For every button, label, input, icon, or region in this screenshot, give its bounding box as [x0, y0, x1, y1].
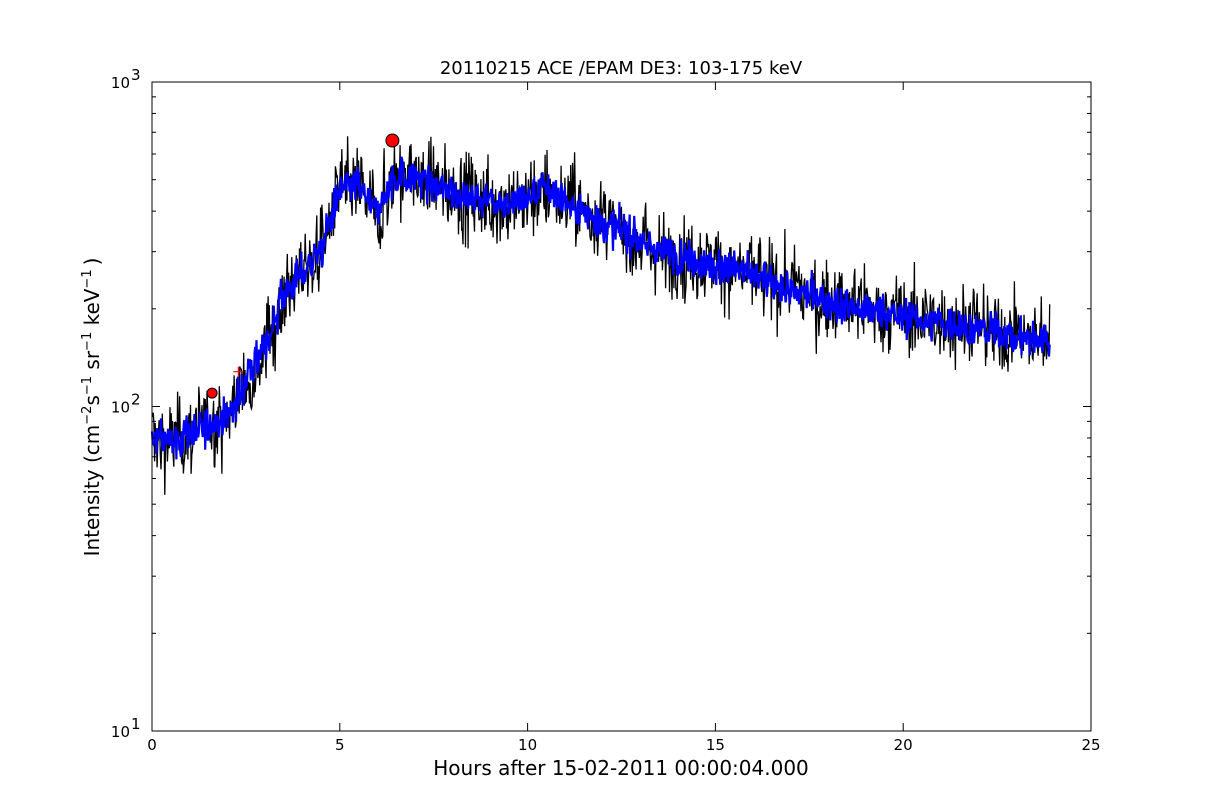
x-tick-label-20: 20: [894, 736, 913, 754]
y-axis-label-sup3: −1: [80, 332, 95, 351]
y-axis-label-mid3: keV: [80, 288, 104, 332]
y-axis-label-sup1: −2: [80, 406, 95, 425]
x-tick-label-0: 0: [147, 736, 157, 754]
x-tick-label-15: 15: [706, 736, 725, 754]
x-tick-label-10: 10: [518, 736, 537, 754]
series-smoothed-line: [150, 156, 1051, 460]
series-raw-line: [151, 136, 1051, 495]
x-tick-label-5: 5: [335, 736, 345, 754]
y-tick-label-10: 10: [111, 723, 130, 741]
y-axis-label-mid1: s: [80, 395, 104, 405]
marker-point-1: [385, 133, 400, 148]
marker-point-2: [233, 366, 244, 377]
y-axis-label: Intensity (cm−2s−1 sr−1 keV−1): [80, 258, 104, 557]
y-tick-label-exp-100: 2: [131, 391, 141, 409]
y-axis-label-sup4: −1: [80, 269, 95, 288]
y-tick-label-100: 10: [111, 399, 130, 417]
y-tick-label-1000: 10: [111, 74, 130, 92]
x-axis-label: Hours after 15-02-2011 00:00:04.000: [433, 756, 809, 780]
marker-point-0: [206, 387, 218, 399]
data-layer: [150, 133, 1051, 495]
chart-title: 20110215 ACE /EPAM DE3: 103-175 keV: [440, 58, 803, 79]
y-axis-label-mid2: sr: [80, 350, 104, 376]
y-tick-label-exp-10: 1: [131, 715, 141, 733]
y-axis-label-prefix: Intensity (cm: [80, 425, 104, 557]
x-tick-label-25: 25: [1081, 736, 1100, 754]
y-tick-label-exp-1000: 3: [131, 66, 141, 84]
y-axis-label-sup2: −1: [80, 376, 95, 395]
y-axis-label-suffix: ): [80, 258, 104, 266]
